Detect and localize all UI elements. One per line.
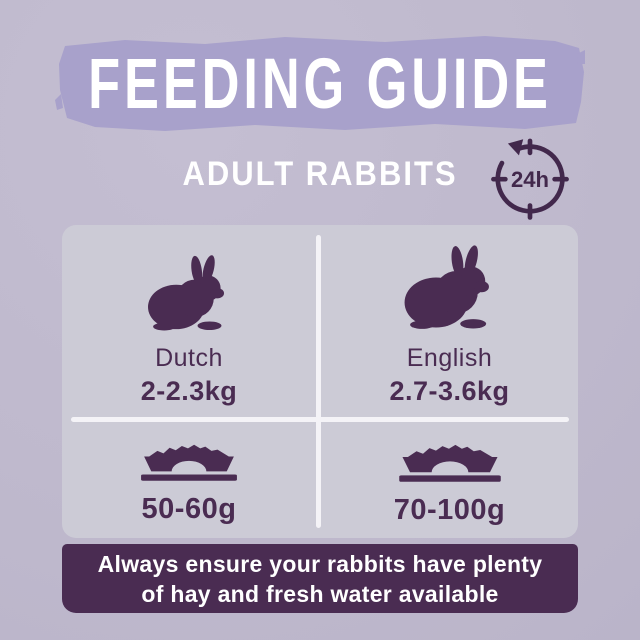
footer-note-line2: of hay and fresh water available [141,580,499,607]
daily-portion: 50-60g [141,493,237,525]
page-title: FEEDING GUIDE [88,43,552,124]
title-brush-band [55,30,585,137]
food-bowl-icon [141,444,237,481]
clock-arrowhead [507,139,524,156]
subtitle: ADULT RABBITS [182,153,458,194]
rabbit-silhouette-icon [404,245,489,329]
cell-portion-english: 70-100g [321,422,578,538]
cell-portion-dutch: 50-60g [62,422,316,538]
footer-note-line1: Always ensure your rabbits have plenty [97,550,543,577]
rabbit-silhouette-icon [148,255,225,331]
footer-note: Always ensure your rabbits have plenty o… [62,544,578,613]
vertical-divider [316,235,321,528]
breed-name: Dutch [155,344,223,372]
page-title-row: FEEDING GUIDE [0,30,640,137]
cell-breed-english: English 2.7-3.6kg [321,225,578,417]
breed-name: English [406,344,493,372]
feeding-table-panel: Dutch 2-2.3kg English 2.7-3.6kg [62,225,578,538]
clock-24h-label: 24h [511,167,549,192]
breed-weight-range: 2-2.3kg [140,376,238,406]
cell-breed-dutch: Dutch 2-2.3kg [62,225,316,417]
breed-weight-range: 2.7-3.6kg [389,376,510,406]
subtitle-row: ADULT RABBITS [0,150,640,198]
horizontal-divider [71,417,569,422]
24h-clock-icon: 24h [487,135,573,220]
daily-portion: 70-100g [393,494,506,526]
brush-stroke-shape [55,36,585,131]
food-bowl-icon [398,444,501,482]
